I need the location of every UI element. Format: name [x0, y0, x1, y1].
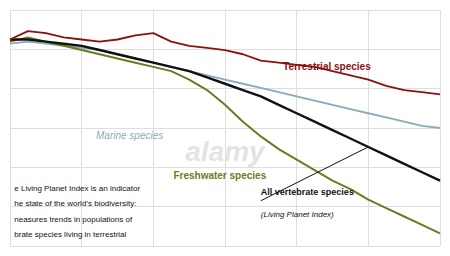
svg-text:neasures trends in populations: neasures trends in populations of	[14, 215, 133, 224]
svg-text:e Living Planet Index is an in: e Living Planet Index is an indicator	[14, 184, 140, 193]
svg-text:Freshwater species: Freshwater species	[173, 170, 266, 181]
svg-text:Terrestrial species: Terrestrial species	[283, 61, 371, 72]
svg-text:he state of the world’s biodiv: he state of the world’s biodiversity:	[14, 199, 136, 208]
svg-text:alamy: alamy	[185, 136, 266, 167]
svg-text:All vertebrate species: All vertebrate species	[261, 187, 354, 197]
svg-text:Marine species: Marine species	[96, 130, 163, 141]
svg-text:(Living Planet Index): (Living Planet Index)	[261, 210, 334, 219]
svg-text:brate species living in terres: brate species living in terrestrial	[14, 230, 126, 239]
